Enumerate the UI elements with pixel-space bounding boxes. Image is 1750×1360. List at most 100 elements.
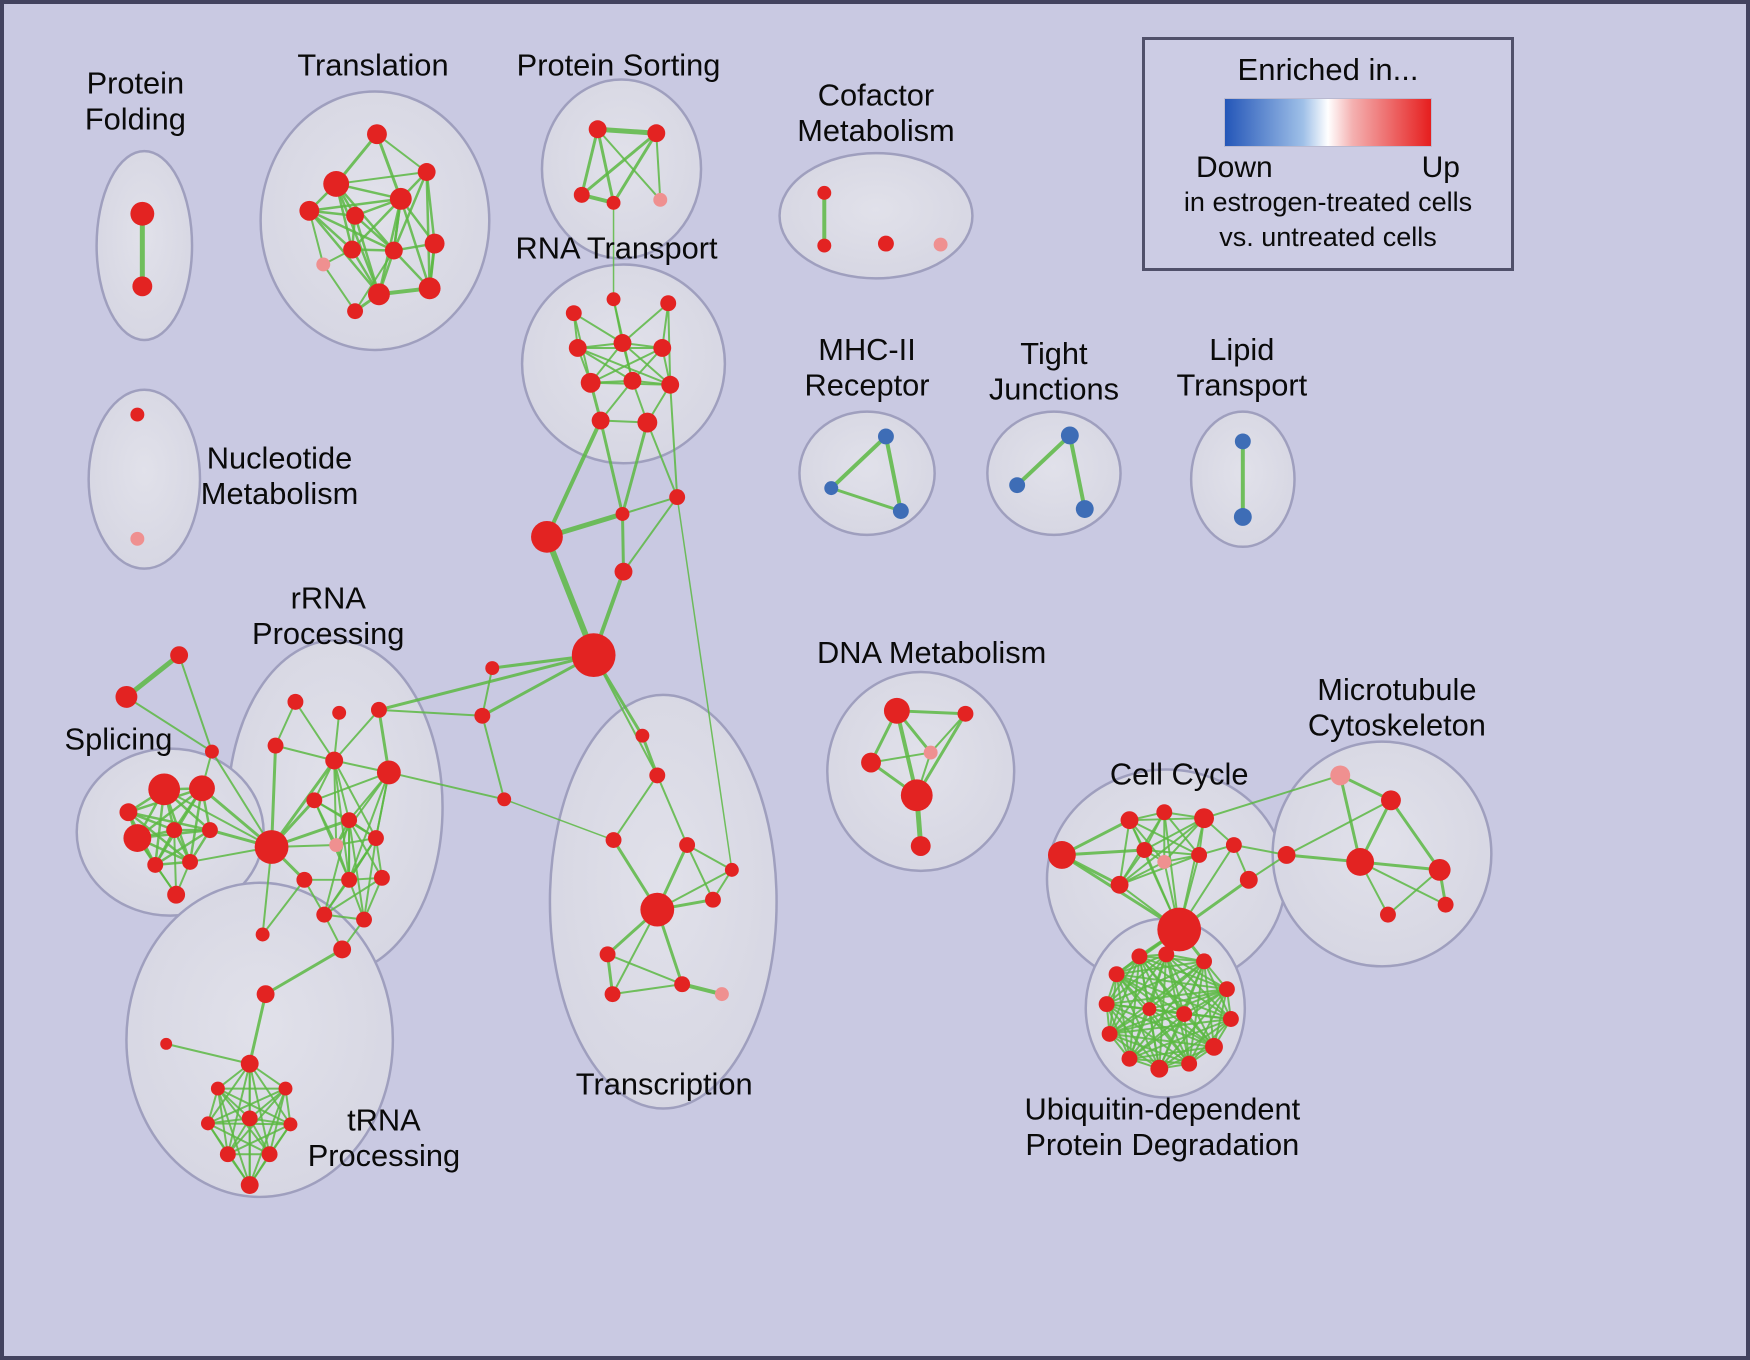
edge-t1-t11 [334,182,381,296]
node-tc8 [674,976,691,993]
node-rr17 [333,940,352,959]
node-tn5 [278,1081,293,1096]
node-ub12 [1131,948,1148,965]
node-tn2 [160,1037,173,1050]
edge-tc4-tc11 [686,844,733,871]
node-tn7 [241,1110,258,1127]
node-rr15 [316,906,333,923]
node-t1 [323,171,350,197]
node-cm4 [933,237,948,252]
edge-rt10-c2 [599,419,624,516]
edge-ps1-ps5 [596,128,662,201]
node-rt9 [661,375,680,394]
edge-rr9-rr15 [323,819,351,916]
node-cc5 [1136,842,1153,858]
node-dm4 [923,745,938,760]
node-ub6 [1181,1055,1198,1072]
node-t13 [347,303,364,320]
node-ub4 [1222,1011,1239,1027]
node-tc10 [714,987,729,1002]
edge-x1-x3 [178,654,213,753]
edge-ps1-ps4 [596,127,616,205]
node-tc5 [640,892,675,927]
node-sp4 [123,824,152,852]
edge-sp6-sp7 [154,828,212,867]
cluster-label-ubiquitin-degradation: Ubiquitin-dependent Protein Degradation [1024,1091,1300,1162]
edge-rr4-rr7 [270,744,278,849]
edge-ub6-ub11 [1115,973,1191,1065]
edge-ub11-ub13 [1115,973,1151,1011]
edge-c2-c4 [621,512,625,574]
edge-tn1-tn3 [248,992,268,1066]
edge-ub1-ub6 [1165,953,1191,1065]
node-t11 [368,283,390,306]
node-ub13 [1142,1002,1157,1017]
cluster-label-transcription: Transcription [576,1067,753,1102]
edge-sp3-sp8 [127,810,192,864]
node-sp9 [167,885,186,904]
cluster-mhc-ii-receptor [798,410,936,537]
node-x2 [115,685,138,708]
node-mc3 [1277,846,1296,864]
node-tn1 [256,985,275,1004]
node-c4 [614,562,633,581]
legend-endpoint-labels: Down Up [1196,151,1460,185]
edge-x2-x3 [125,695,213,753]
cluster-label-rna-transport: RNA Transport [516,230,718,265]
node-dm2 [957,705,974,722]
node-mh1 [877,428,894,445]
edge-m2-rr3 [377,708,484,717]
node-cc6 [1157,854,1172,869]
edge-ub2-ub13 [1148,960,1206,1011]
node-tc1 [635,728,650,743]
edge-tn2-tn3 [165,1042,251,1065]
node-tc7 [599,946,616,963]
node-nm1 [130,407,145,422]
node-rr8 [306,792,323,809]
node-ub1 [1158,946,1175,963]
node-t10 [424,233,445,254]
node-mh2 [824,481,839,496]
edge-tc7-tc8 [606,953,684,986]
edge-ub3-ub10 [1105,988,1228,1006]
edge-m2-m3 [481,714,506,801]
node-sp6 [201,822,218,839]
edge-mc2-mc3 [1285,799,1392,856]
node-ub5 [1205,1037,1223,1056]
node-mc4 [1346,848,1375,876]
edge-ub12-ub13 [1138,955,1151,1011]
edge-tj1-tj3 [1067,433,1087,511]
edge-ub5-ub13 [1148,1008,1215,1048]
edge-t5-t12 [399,197,431,290]
edge-sp1-rr7 [163,788,273,849]
node-t5 [389,187,412,210]
node-cm2 [817,238,832,253]
cluster-label-lipid-transport: Lipid Transport [1177,332,1308,403]
edge-ub12-ub14 [1138,955,1186,1016]
edge-ub7-ub9 [1108,1032,1161,1070]
edge-rr9-rr14 [348,819,383,879]
node-rt7 [580,372,601,393]
edge-mh1-mh3 [883,434,903,513]
edge-rr17-tn1 [264,947,344,996]
node-ub3 [1218,981,1235,998]
node-dm6 [910,836,931,856]
node-c1 [669,489,686,506]
node-cc4 [1194,808,1214,829]
network-nodes [115,120,1454,1194]
node-tj2 [1009,477,1026,494]
edge-tn6-tn10 [206,1122,271,1156]
node-rr10 [329,838,344,852]
node-tn8 [283,1117,298,1132]
edge-c1-tc11 [676,496,733,871]
edge-ub6-ub13 [1148,1008,1191,1065]
edge-tc4-tc6 [686,844,714,901]
edge-ub4-ub12 [1138,955,1232,1020]
edge-rt11-c2 [621,421,649,516]
node-tc9 [604,986,621,1003]
edge-rt9-c1 [669,383,679,499]
node-rt5 [613,334,632,352]
edge-ub9-ub12 [1108,955,1141,1035]
edge-dm3-dm4 [870,751,932,764]
edge-tj1-tj2 [1015,433,1072,488]
